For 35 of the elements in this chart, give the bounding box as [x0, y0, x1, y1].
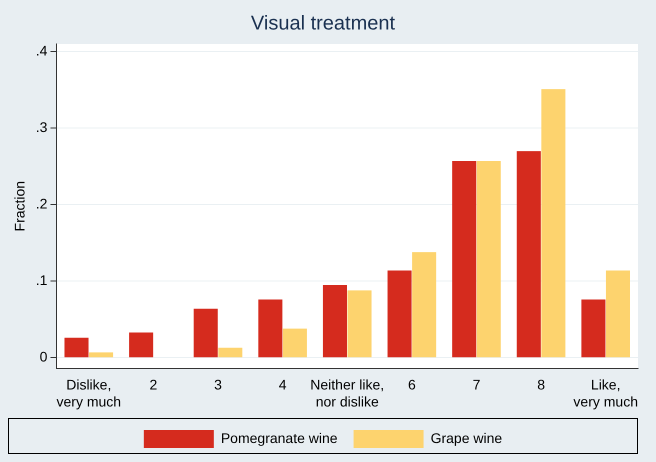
bar: [581, 300, 606, 358]
legend-label: Grape wine: [430, 430, 502, 446]
x-tick-label: 2: [150, 376, 158, 393]
bar: [412, 252, 436, 358]
y-tick-label: .4: [36, 42, 48, 59]
y-tick-label: 0: [40, 348, 48, 365]
bar: [322, 285, 347, 358]
bar: [347, 290, 372, 358]
bar: [218, 348, 242, 358]
bar: [129, 332, 154, 358]
bar: [516, 151, 541, 358]
bar: [606, 270, 630, 358]
bar: [452, 161, 476, 358]
x-tick-label: 8: [537, 376, 546, 393]
x-tick-label: 7: [472, 376, 481, 393]
x-tick-label: Neither like, nor dislike: [310, 376, 384, 410]
x-tick-label: Dislike, very much: [56, 376, 122, 410]
y-tick-label: .2: [36, 196, 48, 212]
x-tick-label: 6: [408, 376, 416, 393]
bar: [388, 270, 412, 358]
bar: [64, 338, 89, 358]
bar: [541, 89, 566, 358]
y-tick-label: .3: [36, 119, 48, 136]
chart-title: Visual treatment: [250, 12, 396, 35]
y-axis-title: Fraction: [11, 180, 28, 232]
bar: [476, 161, 501, 358]
x-tick-label: Like, very much: [573, 376, 638, 410]
legend-label: Pomegranate wine: [220, 430, 338, 446]
x-tick-label: 4: [278, 376, 287, 393]
x-tick-label: 3: [214, 376, 222, 393]
bar: [258, 300, 282, 358]
bar: [282, 328, 307, 358]
bar: [194, 308, 218, 358]
bar: [89, 352, 114, 358]
y-tick-label: .1: [36, 272, 48, 288]
